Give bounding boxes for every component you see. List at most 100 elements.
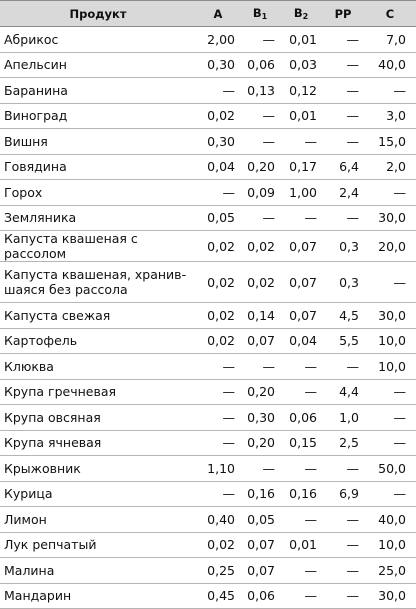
cell-b2: 0,01 xyxy=(289,537,317,553)
table-body: Абрикос 2,00 — 0,01 — 7,0 Апельсин 0,30 0,06 0,03… xyxy=(0,27,416,609)
cell-b2: — xyxy=(304,460,318,476)
cell-a: 0,40 xyxy=(207,511,235,527)
table-row: Апельсин 0,30 0,06 0,03 — 40,0 xyxy=(0,52,416,78)
cell-pp: — xyxy=(346,57,360,73)
cell-pp: 0,3 xyxy=(339,274,359,290)
cell-b1: 0,13 xyxy=(247,82,275,98)
cell-a: 0,02 xyxy=(207,333,235,349)
table-row: Клюква — — — — 10,0 xyxy=(0,354,416,379)
cell-b2: — xyxy=(304,133,318,149)
cell-c: — xyxy=(393,486,407,502)
cell-product: Крупа гречневая xyxy=(4,384,116,400)
cell-c: 20,0 xyxy=(378,238,406,254)
cell-pp: — xyxy=(346,537,360,553)
cell-b1: — xyxy=(262,133,276,149)
cell-product: Абрикос xyxy=(4,31,59,47)
cell-b1: 0,30 xyxy=(247,409,275,425)
cell-a: 0,30 xyxy=(207,133,235,149)
cell-a: 1,10 xyxy=(207,460,235,476)
cell-pp: 2,5 xyxy=(339,435,359,451)
cell-b2: — xyxy=(304,562,318,578)
cell-b1: 0,05 xyxy=(247,511,275,527)
cell-b1: — xyxy=(262,108,276,124)
cell-product: Картофель xyxy=(4,333,78,349)
cell-pp: — xyxy=(346,31,360,47)
cell-a: 0,45 xyxy=(207,588,235,604)
cell-b2: 0,12 xyxy=(289,82,317,98)
table-row: Капуста квашеная, хранив­шаяся без рассо… xyxy=(0,262,416,303)
cell-pp: 1,0 xyxy=(339,409,359,425)
cell-pp: — xyxy=(346,82,360,98)
cell-product: Апельсин xyxy=(4,57,67,73)
table-row: Лук репчатый 0,02 0,07 0,01 — 10,0 xyxy=(0,532,416,558)
cell-a: 0,02 xyxy=(207,307,235,323)
cell-pp: — xyxy=(346,133,360,149)
cell-b2: 0,06 xyxy=(289,409,317,425)
cell-b1: — xyxy=(262,210,276,226)
cell-a: 0,02 xyxy=(207,108,235,124)
header-product: Продукт xyxy=(0,0,196,27)
cell-a: 0,02 xyxy=(207,238,235,254)
cell-c: 40,0 xyxy=(378,57,406,73)
cell-b2: 0,07 xyxy=(289,238,317,254)
cell-b2: 0,07 xyxy=(289,274,317,290)
cell-product: Горох xyxy=(4,184,43,200)
cell-c: 10,0 xyxy=(378,358,406,374)
cell-b2: 1,00 xyxy=(289,184,317,200)
cell-c: — xyxy=(393,274,407,290)
cell-b1: — xyxy=(262,460,276,476)
cell-product: Крупа овсяная xyxy=(4,409,101,425)
table-row: Малина 0,25 0,07 — — 25,0 xyxy=(0,558,416,583)
cell-c: — xyxy=(393,409,407,425)
cell-product: Клюква xyxy=(4,358,54,374)
cell-b2: 0,01 xyxy=(289,31,317,47)
table-row: Крупа гречневая — 0,20 — 4,4 — xyxy=(0,379,416,405)
cell-product: Виноград xyxy=(4,108,68,124)
cell-b1: 0,06 xyxy=(247,57,275,73)
cell-b2: 0,07 xyxy=(289,307,317,323)
cell-c: 50,0 xyxy=(378,460,406,476)
cell-pp: — xyxy=(346,358,360,374)
cell-c: — xyxy=(393,435,407,451)
cell-c: 10,0 xyxy=(378,537,406,553)
table-row: Горох — 0,09 1,00 2,4 — xyxy=(0,180,416,205)
cell-c: 25,0 xyxy=(378,562,406,578)
cell-product: Баранина xyxy=(4,82,68,98)
cell-b1: 0,14 xyxy=(247,307,275,323)
cell-pp: 6,4 xyxy=(339,159,359,175)
table-row: Виноград 0,02 — 0,01 — 3,0 xyxy=(0,103,416,129)
cell-b1: 0,20 xyxy=(247,435,275,451)
cell-pp: — xyxy=(346,511,360,527)
table-row: Крыжовник 1,10 — — — 50,0 xyxy=(0,456,416,481)
table-row: Баранина — 0,13 0,12 — — xyxy=(0,78,416,103)
cell-pp: 2,4 xyxy=(339,184,359,200)
cell-b1: 0,02 xyxy=(247,238,275,254)
cell-product: Мандарин xyxy=(4,588,72,604)
cell-b2: 0,16 xyxy=(289,486,317,502)
cell-pp: — xyxy=(346,562,360,578)
cell-b2: — xyxy=(304,210,318,226)
cell-pp: 6,9 xyxy=(339,486,359,502)
cell-b1: — xyxy=(262,31,276,47)
cell-pp: 4,4 xyxy=(339,384,359,400)
table-row: Капуста свежая 0,02 0,14 0,07 4,5 30,0 xyxy=(0,303,416,328)
cell-b2: 0,03 xyxy=(289,57,317,73)
header-row: Продукт A B1 B2 PP C xyxy=(0,0,416,27)
header-b2: B2 xyxy=(280,0,322,27)
cell-product: Малина xyxy=(4,562,55,578)
table-row: Мандарин 0,45 0,06 — — 30,0 xyxy=(0,583,416,609)
table-row: Говядина 0,04 0,20 0,17 6,4 2,0 xyxy=(0,154,416,180)
table-row: Крупа ячневая — 0,20 0,15 2,5 — xyxy=(0,430,416,456)
cell-b2: 0,17 xyxy=(289,159,317,175)
cell-c: 7,0 xyxy=(386,31,406,47)
cell-a: — xyxy=(222,358,236,374)
cell-b1: 0,07 xyxy=(247,537,275,553)
cell-b1: 0,09 xyxy=(247,184,275,200)
cell-pp: — xyxy=(346,108,360,124)
cell-a: 0,02 xyxy=(207,274,235,290)
cell-pp: 5,5 xyxy=(339,333,359,349)
cell-product: Земляника xyxy=(4,210,77,226)
cell-b2: — xyxy=(304,358,318,374)
header-b2-base: B xyxy=(293,6,303,20)
table-row: Вишня 0,30 — — — 15,0 xyxy=(0,129,416,154)
